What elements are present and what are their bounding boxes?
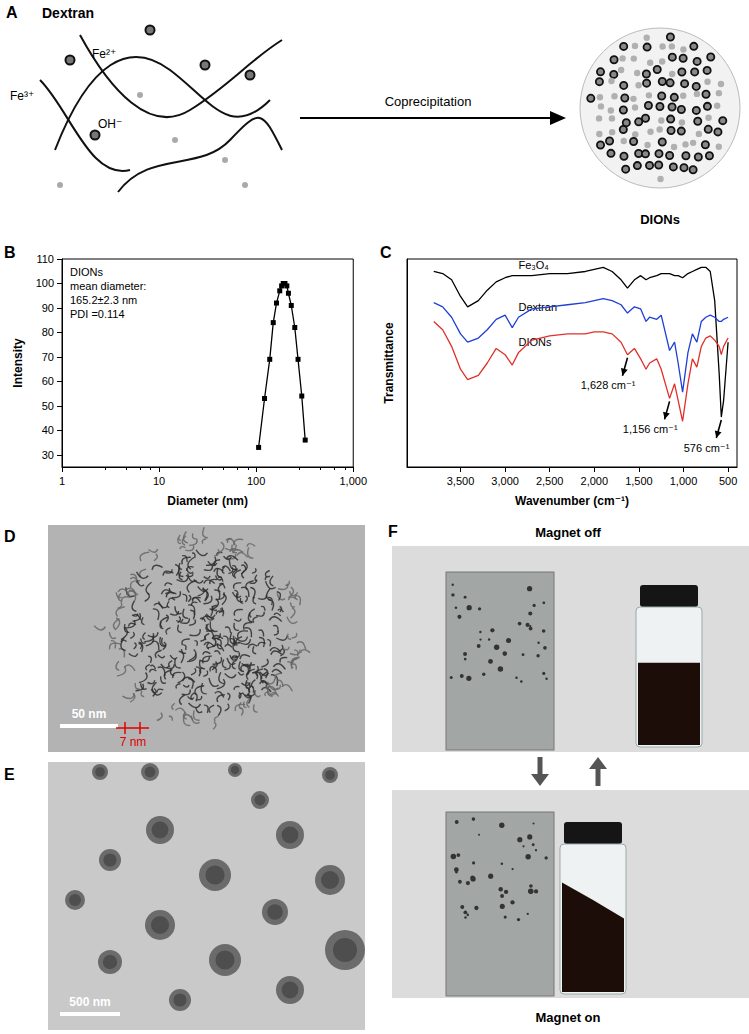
svg-text:500: 500 xyxy=(719,475,737,487)
svg-text:1,000: 1,000 xyxy=(339,475,367,487)
svg-text:OH⁻: OH⁻ xyxy=(98,117,122,131)
svg-text:Fe³⁺: Fe³⁺ xyxy=(10,89,34,103)
svg-text:50: 50 xyxy=(42,400,54,412)
svg-text:Dextran: Dextran xyxy=(42,5,94,21)
svg-text:50 nm: 50 nm xyxy=(72,707,107,721)
svg-text:100: 100 xyxy=(36,277,54,289)
svg-text:DIONs: DIONs xyxy=(518,336,552,348)
svg-text:3,000: 3,000 xyxy=(491,475,519,487)
svg-text:mean diameter:: mean diameter: xyxy=(70,280,146,292)
svg-text:C: C xyxy=(380,244,392,261)
svg-text:Dextran: Dextran xyxy=(518,300,557,313)
svg-text:Fe₃O₄: Fe₃O₄ xyxy=(518,259,549,271)
svg-text:Magnet off: Magnet off xyxy=(535,525,601,540)
svg-text:70: 70 xyxy=(42,351,54,363)
svg-text:80: 80 xyxy=(42,326,54,338)
svg-text:1,156 cm⁻¹: 1,156 cm⁻¹ xyxy=(623,423,678,435)
svg-text:Diameter (nm): Diameter (nm) xyxy=(167,494,248,508)
svg-text:500 nm: 500 nm xyxy=(69,995,110,1009)
svg-text:A: A xyxy=(6,4,18,21)
svg-text:B: B xyxy=(4,244,16,261)
svg-text:Fe²⁺: Fe²⁺ xyxy=(92,47,116,61)
svg-text:1,500: 1,500 xyxy=(625,475,653,487)
svg-text:Intensity: Intensity xyxy=(11,338,25,388)
svg-text:1,628 cm⁻¹: 1,628 cm⁻¹ xyxy=(581,379,636,391)
svg-text:10: 10 xyxy=(153,475,165,487)
svg-text:165.2±2.3 nm: 165.2±2.3 nm xyxy=(70,294,137,306)
svg-text:2,500: 2,500 xyxy=(536,475,564,487)
svg-text:DIONs: DIONs xyxy=(70,266,104,278)
svg-text:30: 30 xyxy=(42,449,54,461)
svg-text:576 cm⁻¹: 576 cm⁻¹ xyxy=(684,442,730,454)
svg-text:DIONs: DIONs xyxy=(640,212,680,227)
svg-text:100: 100 xyxy=(247,475,265,487)
svg-text:F: F xyxy=(388,523,398,540)
svg-text:E: E xyxy=(4,766,15,783)
svg-text:Magnet on: Magnet on xyxy=(536,1010,601,1025)
svg-text:90: 90 xyxy=(42,302,54,314)
svg-text:3,500: 3,500 xyxy=(447,475,475,487)
svg-text:1: 1 xyxy=(59,475,65,487)
svg-text:110: 110 xyxy=(36,253,54,265)
svg-text:2,000: 2,000 xyxy=(581,475,609,487)
svg-text:Transmittance: Transmittance xyxy=(382,322,396,404)
svg-text:40: 40 xyxy=(42,424,54,436)
svg-text:Wavenumber (cm⁻¹): Wavenumber (cm⁻¹) xyxy=(515,494,629,508)
svg-text:Coprecipitation: Coprecipitation xyxy=(385,94,472,109)
svg-text:7 nm: 7 nm xyxy=(120,735,147,749)
svg-text:1,000: 1,000 xyxy=(670,475,698,487)
svg-text:D: D xyxy=(4,528,16,545)
svg-text:60: 60 xyxy=(42,375,54,387)
svg-text:PDI =0.114: PDI =0.114 xyxy=(70,308,125,320)
